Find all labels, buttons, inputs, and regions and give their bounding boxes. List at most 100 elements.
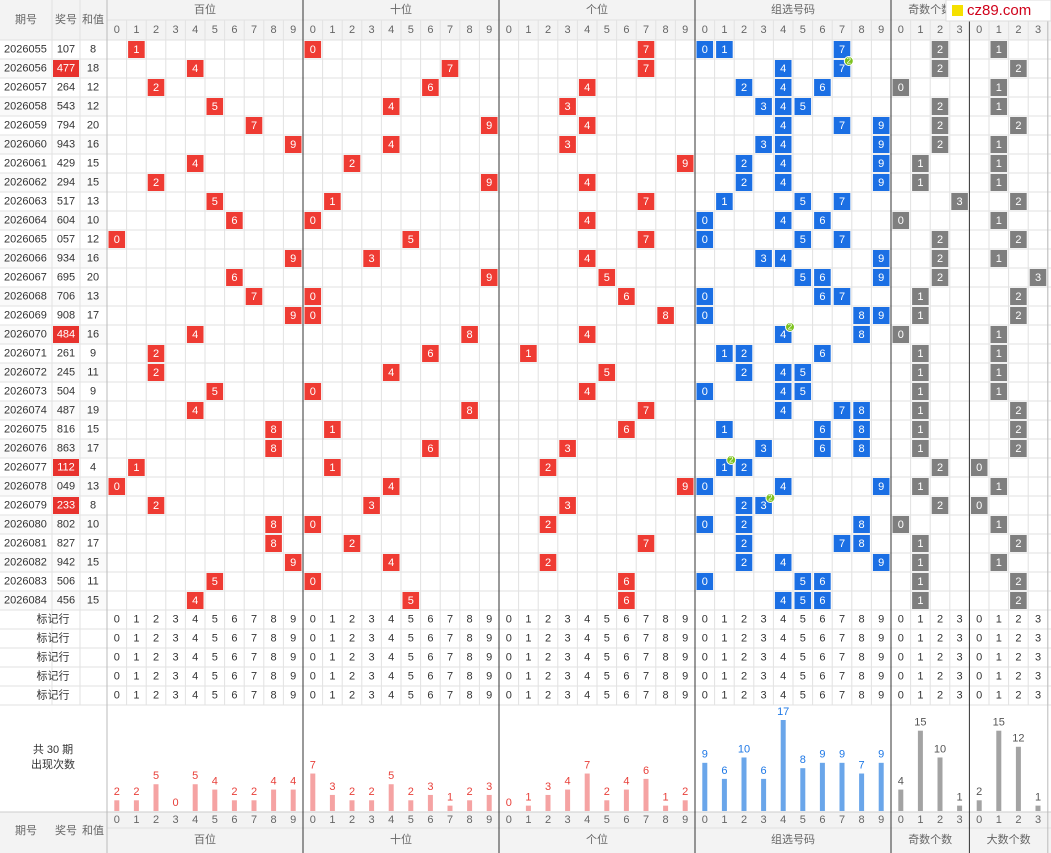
marker-digit: 2	[741, 670, 747, 682]
odd-hit	[912, 478, 929, 495]
group-hit-text: 2	[741, 519, 747, 531]
issue: 2026069	[4, 309, 47, 321]
digit-header: 0	[506, 24, 512, 36]
marker-bg	[0, 610, 1051, 705]
group-hit	[814, 288, 831, 305]
count-label: 2	[976, 786, 982, 798]
position-hit	[382, 136, 400, 153]
marker-digit: 0	[114, 613, 120, 625]
position-hit	[108, 478, 126, 495]
marker-digit: 4	[192, 689, 198, 701]
position-hit	[265, 535, 282, 552]
position-hit	[578, 212, 596, 229]
digit-footer: 3	[173, 814, 179, 826]
marker-digit: 2	[937, 689, 943, 701]
position-hit	[245, 288, 263, 305]
sum: 16	[87, 252, 99, 264]
group-hit	[794, 364, 812, 381]
count-bar	[525, 805, 531, 811]
number: 261	[57, 347, 75, 359]
position-hit-text: 5	[604, 367, 610, 379]
sum: 13	[87, 290, 99, 302]
group-hit-text: 2	[741, 462, 747, 474]
number: 233	[57, 499, 75, 511]
position-hit-text: 2	[545, 462, 551, 474]
number: 487	[57, 404, 75, 416]
count-label: 3	[329, 781, 335, 793]
group-hit-text: 8	[859, 310, 865, 322]
group-hit	[853, 326, 870, 343]
section-footer: 组选号码	[771, 832, 815, 846]
odd-hit-text: 0	[898, 519, 904, 531]
big-hit	[990, 174, 1008, 191]
group-hit-text: 0	[702, 519, 708, 531]
odd-hit	[931, 60, 949, 77]
marker-digit: 7	[447, 689, 453, 701]
sum: 15	[87, 594, 99, 606]
marker-digit: 6	[819, 651, 825, 663]
number: 827	[57, 537, 75, 549]
position-hit-text: 0	[310, 386, 316, 398]
issue: 2026077	[4, 461, 47, 473]
marker-digit: 2	[349, 689, 355, 701]
marker-digit: 8	[271, 689, 277, 701]
issue: 2026058	[4, 100, 47, 112]
count-label: 12	[1012, 733, 1024, 745]
count-bar	[1015, 746, 1021, 811]
odd-hit	[912, 535, 929, 552]
digit-footer: 1	[996, 814, 1002, 826]
count-bar	[271, 789, 277, 811]
marker-digit: 0	[976, 651, 982, 663]
digit-footer: 5	[800, 814, 806, 826]
odd-hit-text: 1	[917, 348, 923, 360]
marker-digit: 8	[271, 651, 277, 663]
count-label: 3	[545, 781, 551, 793]
position-hit	[559, 136, 576, 153]
group-hit-text: 9	[878, 120, 884, 132]
issue: 2026076	[4, 442, 47, 454]
count-bar	[349, 800, 355, 811]
odd-hit-text: 0	[898, 82, 904, 94]
marker-digit: 5	[604, 670, 610, 682]
count-bar	[290, 789, 296, 811]
position-hit-text: 6	[427, 82, 433, 94]
group-hit-text: 1	[721, 196, 727, 208]
big-hit-text: 2	[1015, 196, 1021, 208]
count-bar	[839, 762, 845, 811]
group-hit	[833, 288, 851, 305]
sum: 15	[87, 556, 99, 568]
marker-digit: 9	[290, 670, 296, 682]
marker-digit: 0	[310, 613, 316, 625]
logo-icon	[952, 5, 963, 16]
position-hit-text: 7	[251, 291, 257, 303]
group-hit	[735, 459, 753, 476]
marker-digit: 6	[427, 689, 433, 701]
marker-digit: 8	[271, 670, 277, 682]
position-hit	[147, 345, 165, 362]
marker-digit: 2	[349, 632, 355, 644]
position-hit	[186, 155, 204, 172]
number-highlight	[53, 60, 79, 77]
position-hit	[363, 250, 380, 267]
position-hit	[186, 402, 204, 419]
marker-digit: 9	[878, 632, 884, 644]
count-bar	[702, 762, 708, 811]
position-hit-text: 8	[467, 405, 473, 417]
marker-digit: 5	[604, 651, 610, 663]
marker-digit: 7	[643, 613, 649, 625]
position-hit-text: 0	[114, 481, 120, 493]
marker-digit: 2	[1015, 632, 1021, 644]
big-hit-text: 1	[996, 139, 1002, 151]
repeat-badge	[785, 322, 795, 332]
group-hit	[755, 250, 772, 267]
count-label: 4	[271, 775, 277, 787]
odd-hit-text: 1	[917, 158, 923, 170]
marker-digit: 9	[290, 632, 296, 644]
digit-footer: 5	[408, 814, 414, 826]
big-hit-text: 1	[996, 253, 1002, 265]
group-hit-text: 2	[741, 538, 747, 550]
position-hit-text: 1	[329, 462, 335, 474]
position-hit-text: 8	[271, 443, 277, 455]
issue: 2026070	[4, 328, 47, 340]
group-hit-text: 4	[780, 367, 786, 379]
